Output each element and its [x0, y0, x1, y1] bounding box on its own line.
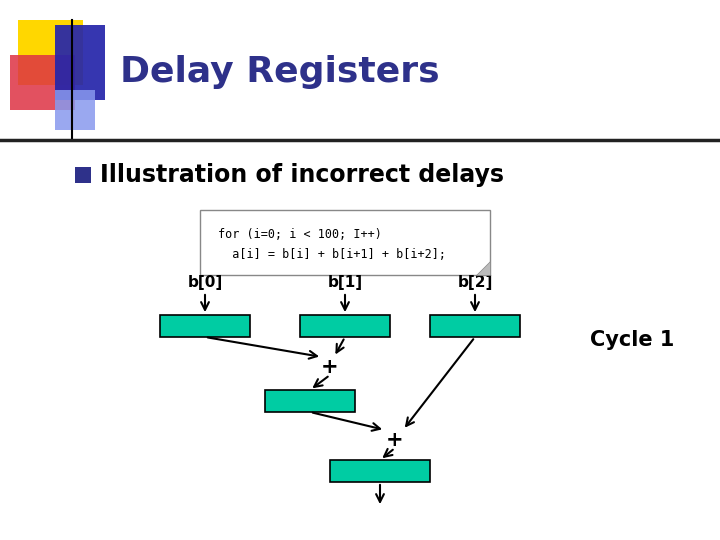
Text: b[2]: b[2] [457, 275, 492, 290]
Bar [265, 390, 355, 412]
Bar [18, 20, 83, 85]
Bar [200, 210, 490, 275]
Bar [330, 460, 430, 482]
Text: for (i=0; i < 100; I++): for (i=0; i < 100; I++) [218, 228, 382, 241]
Bar [160, 315, 250, 337]
Bar [300, 315, 390, 337]
Text: +: + [321, 357, 339, 377]
Text: b[1]: b[1] [328, 275, 363, 290]
Bar [55, 90, 95, 130]
Text: Delay Registers: Delay Registers [120, 55, 440, 89]
Text: b[0]: b[0] [187, 275, 222, 290]
Bar [55, 25, 105, 100]
Text: a[i] = b[i] + b[i+1] + b[i+2];: a[i] = b[i] + b[i+1] + b[i+2]; [218, 248, 446, 261]
Bar [430, 315, 520, 337]
Text: +: + [386, 430, 404, 450]
Bar [75, 167, 91, 183]
Bar [10, 55, 75, 110]
Text: Cycle 1: Cycle 1 [590, 330, 675, 350]
Text: Illustration of incorrect delays: Illustration of incorrect delays [100, 163, 504, 187]
Polygon shape [476, 261, 490, 275]
